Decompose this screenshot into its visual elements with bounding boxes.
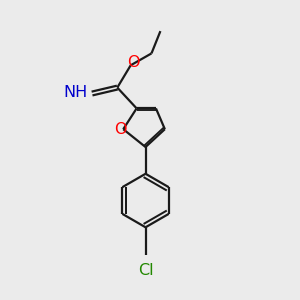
Text: NH: NH	[63, 85, 88, 100]
Text: O: O	[127, 55, 139, 70]
Text: Cl: Cl	[138, 263, 153, 278]
Text: O: O	[114, 122, 127, 137]
